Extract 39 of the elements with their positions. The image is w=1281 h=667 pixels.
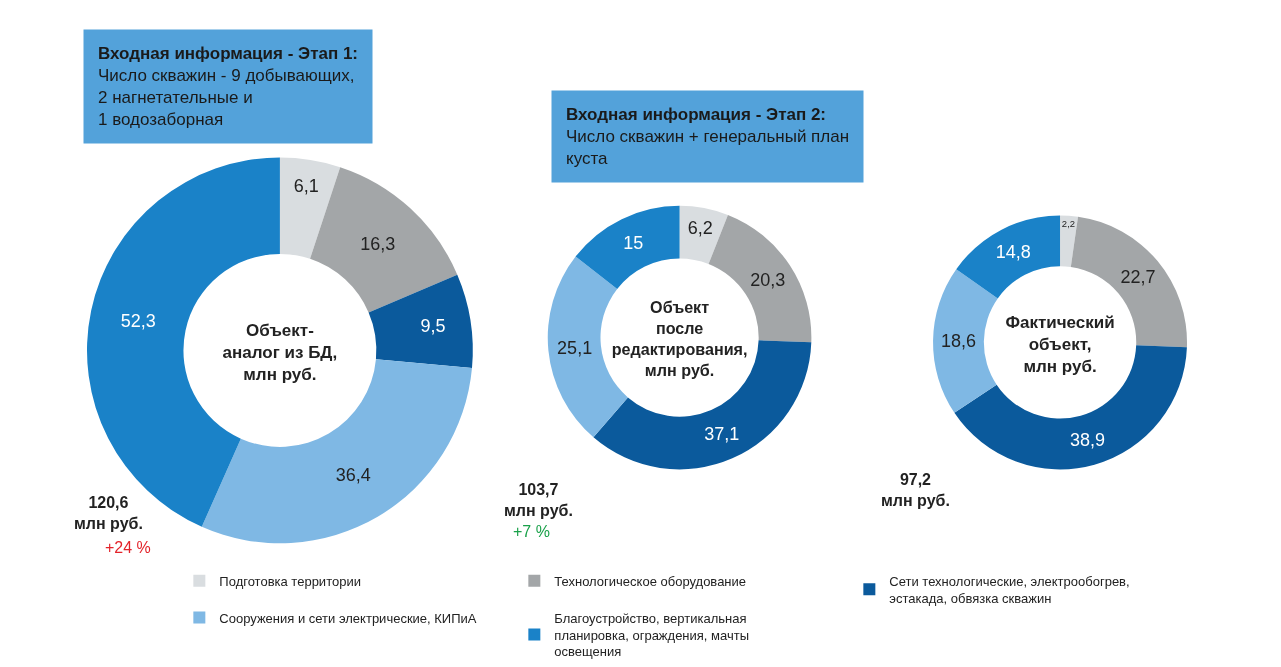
data-label: 20,3 [750,269,786,290]
legend-label: Сети технологические, электрообогрев, эстакада, обвязка скважин [889,573,1130,606]
data-label: 22,7 [1120,267,1156,288]
text: Объект- аналог из БД, млн руб. [222,320,338,385]
text: Объект после редактирования, млн руб. [611,298,748,380]
data-label: 6,1 [293,175,319,196]
text: 103,7 млн руб. [504,481,573,519]
donut-slice [279,157,341,259]
data-label: 36,4 [335,465,371,486]
donut-slice [201,359,472,544]
donut-slice [575,205,680,289]
data-label: 14,8 [995,242,1031,263]
donut-slice [368,274,473,368]
donut-slice [956,215,1061,299]
donut-slice [593,340,812,470]
legend-label: Подготовка территории [219,573,361,589]
data-label: 25,1 [557,337,593,358]
legend-label: Технологическое оборудование [554,573,747,589]
text: Фактический объект, млн руб. [1005,312,1115,376]
legend-label: Благоустройство, вертикальная планировка, ограждения, мачты освещения [554,610,750,660]
data-label: 15 [623,232,644,253]
legend-label: Сооружения и сети электрические, КИПиА [219,610,477,626]
donut-slice [1060,215,1079,267]
data-label: 2,2 [1061,218,1076,230]
text: Входная информация - Этап 1: Число скважин - 9 добывающих, 2 нагнетательные и 1 водозаборная [98,44,359,130]
data-label: 18,6 [940,331,976,352]
data-label: 16,3 [360,233,396,254]
text: +7 % [513,523,550,540]
data-label: 38,9 [1070,430,1106,451]
text: Входная информация - Этап 2: Число скважин + генеральный план куста [566,105,850,169]
text: 97,2 млн руб. [881,471,950,509]
data-label: 52,3 [120,310,156,331]
donut-slice [679,205,728,264]
data-label: 9,5 [420,316,446,337]
text: 120,6 млн руб. [74,494,143,532]
donut-slice [933,269,998,413]
data-label: 6,2 [687,218,713,239]
text: +24 % [105,539,151,556]
data-label: 37,1 [704,424,740,445]
